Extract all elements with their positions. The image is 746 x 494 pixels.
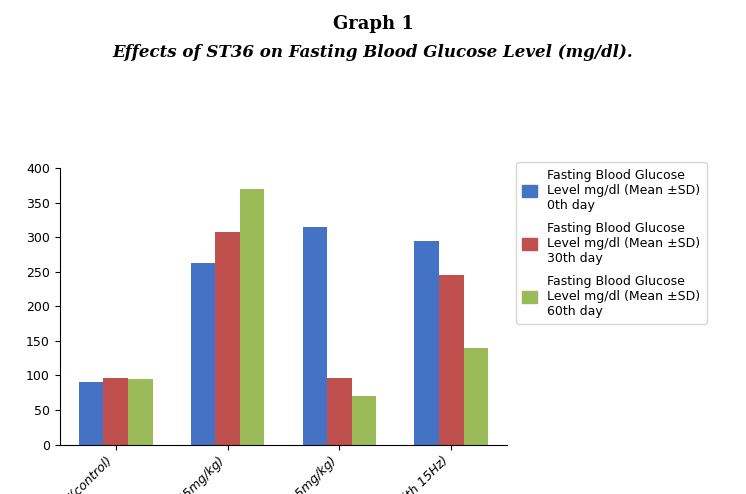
Bar [103, 377, 128, 445]
Bar [303, 227, 327, 445]
Bar [216, 232, 240, 445]
Bar [415, 241, 439, 445]
Text: Graph 1: Graph 1 [333, 15, 413, 33]
Bar [352, 396, 377, 445]
Bar [439, 275, 463, 445]
Bar [191, 263, 216, 445]
Bar [128, 379, 152, 445]
Legend: Fasting Blood Glucose
Level mg/dl (Mean ±SD)
0th day, Fasting Blood Glucose
Leve: Fasting Blood Glucose Level mg/dl (Mean … [516, 163, 707, 324]
Bar [239, 189, 264, 445]
Text: Effects of ST36 on Fasting Blood Glucose Level (mg/dl).: Effects of ST36 on Fasting Blood Glucose… [113, 44, 633, 61]
Bar [464, 348, 488, 445]
Bar [79, 382, 103, 445]
Bar [327, 378, 352, 445]
